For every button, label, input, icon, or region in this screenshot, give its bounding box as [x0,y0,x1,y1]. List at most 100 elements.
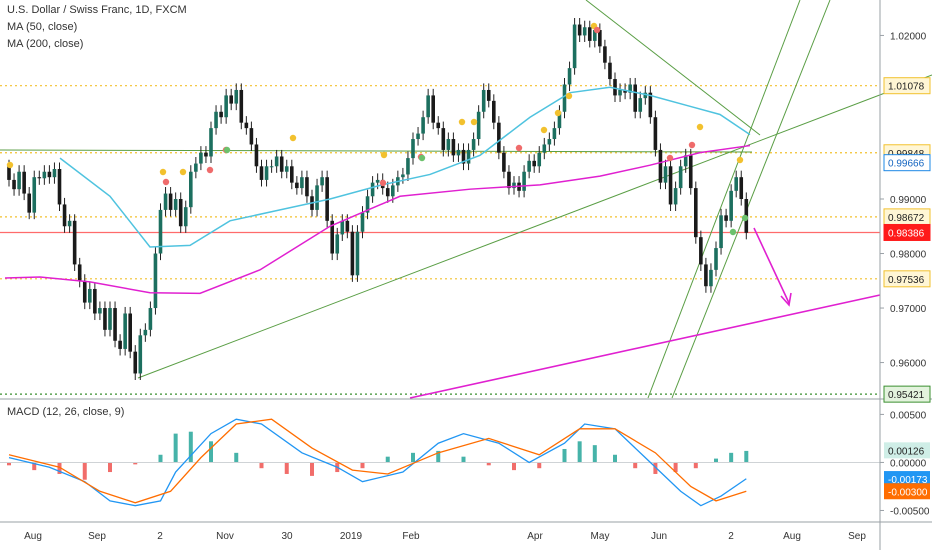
candle-body [532,160,536,167]
candle-body [62,204,67,227]
candle-body [714,248,718,270]
x-tick-label: Nov [216,531,234,542]
signal-dot-green [223,146,231,154]
candle-body [406,158,410,175]
candle-body [486,89,491,101]
macd-histogram-bar [284,462,289,474]
candle-body [67,220,72,227]
price-tag-label: 0.98672 [888,213,925,224]
candle-body [507,171,511,189]
ma200-legend[interactable]: MA (200, close) [7,38,84,50]
candle-body [219,111,223,118]
macd-histogram-bar [173,433,178,463]
candle-body [199,152,203,164]
candle-body [739,177,744,199]
macd-histogram-bar [461,456,466,463]
candle-body [42,171,47,179]
candle-body [557,111,562,129]
candle-body [734,177,738,191]
candle-body [47,171,52,178]
x-tick-label: Aug [24,531,42,542]
candle-body [582,27,587,36]
candle-body [688,155,693,189]
macd-legend[interactable]: MACD (12, 26, close, 9) [7,406,125,418]
trendline [647,0,801,399]
signal-dot-yellow [470,118,478,126]
symbol-title[interactable]: U.S. Dollar / Swiss Franc, 1D, FXCM [7,4,187,16]
candle-body [244,122,249,129]
candle-body [7,166,11,180]
candle-body [653,117,658,150]
candle-body [668,166,673,205]
macd-value-tag-label: -0.00173 [888,475,928,486]
candle-body [416,133,420,140]
y-tick-label: 0.98000 [890,250,927,261]
candle-body [315,185,319,210]
macd-histogram-bar [158,454,163,463]
candle-body [360,212,365,232]
candle-body [694,188,698,238]
macd-histogram-bar [7,462,11,466]
candle-body [163,193,168,210]
candle-body [603,46,607,63]
candle-body [128,313,132,352]
candle-body [27,193,31,213]
candle-body [234,89,239,104]
candle-body [577,24,582,36]
ma50-legend[interactable]: MA (50, close) [7,21,78,33]
signal-dot-red [515,144,523,152]
candle-body [320,177,324,186]
ma50-line [59,86,751,248]
candle-body [704,264,708,287]
candle-body [229,95,233,104]
candle-body [88,288,92,303]
candle-body [22,171,26,194]
y-tick-label: 1.02000 [890,31,927,42]
candle-body [623,89,627,93]
candle-body [421,117,425,134]
macd-value-tag-label: 0.00126 [888,446,925,457]
candle-body [214,111,218,129]
macd-histogram-bar [744,450,749,463]
candle-body [133,351,138,374]
candle-body [365,196,370,213]
candle-body [497,122,501,153]
signal-dot-red [688,141,696,149]
candle-body [699,237,703,265]
candle-body [37,177,42,179]
macd-value-tag-label: -0.00300 [888,487,928,498]
x-tick-label: 30 [281,531,293,542]
candle-body [683,155,688,167]
candle-body [547,139,552,145]
price-tag-label: 0.98386 [888,228,925,239]
candle-body [173,199,178,210]
candle-body [189,171,193,208]
candle-body [466,149,471,164]
candle-body [113,308,117,341]
candle-body [628,84,632,93]
candle-body [168,193,173,210]
candle-body [32,177,37,213]
signal-dot-green [418,154,426,162]
macd-line [8,418,747,507]
candle-body [290,166,294,183]
candle-body [729,190,733,221]
price-tags: 1.010780.998480.996660.986720.983860.975… [883,77,931,500]
candle-body [446,139,451,150]
candle-body [345,220,350,232]
macd-histogram-bar [693,462,698,469]
macd-histogram-bar [537,462,542,469]
candle-body [108,308,112,330]
candle-body [375,179,380,183]
macd-value-tag [884,471,930,488]
price-tag [883,77,931,95]
candle-body [148,308,153,330]
signal-dot-red [206,166,214,174]
candle-body [385,188,390,197]
candle-body [305,177,309,197]
candle-body [638,98,643,112]
candle-body [118,340,122,349]
candle-body [12,179,16,190]
price-tag [883,385,931,403]
